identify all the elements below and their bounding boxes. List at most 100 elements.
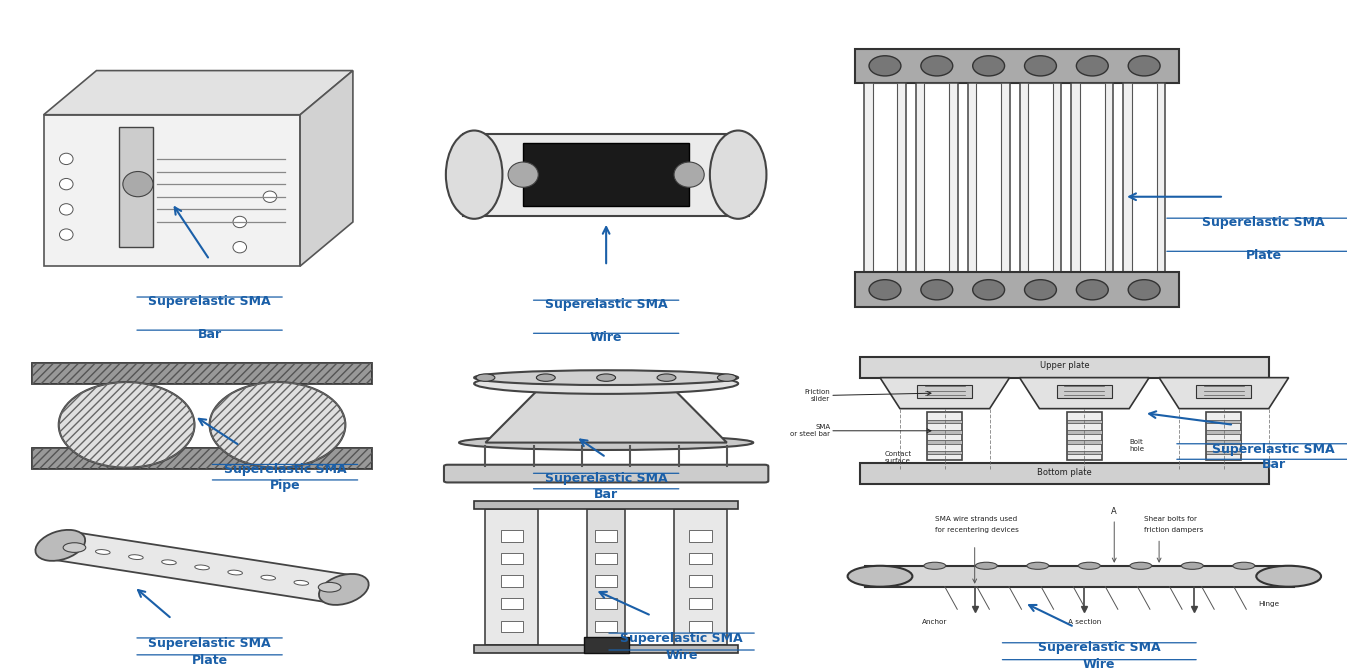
Circle shape: [869, 56, 901, 76]
Text: A: A: [1111, 507, 1117, 515]
Text: Hinge: Hinge: [1258, 601, 1280, 607]
Polygon shape: [300, 70, 353, 266]
Text: Superelastic SMA: Superelastic SMA: [1039, 641, 1161, 654]
Ellipse shape: [319, 574, 369, 605]
FancyBboxPatch shape: [859, 357, 1269, 378]
FancyBboxPatch shape: [119, 127, 154, 247]
Ellipse shape: [96, 550, 110, 554]
Circle shape: [921, 56, 952, 76]
Circle shape: [869, 280, 901, 300]
Text: A section: A section: [1068, 619, 1100, 625]
FancyBboxPatch shape: [1028, 83, 1053, 272]
Polygon shape: [1020, 378, 1149, 409]
Text: Wire: Wire: [665, 649, 698, 662]
FancyBboxPatch shape: [1067, 430, 1102, 433]
Text: Superelastic SMA: Superelastic SMA: [544, 298, 668, 311]
Polygon shape: [43, 70, 353, 115]
Text: Bar: Bar: [198, 327, 222, 341]
FancyBboxPatch shape: [501, 621, 523, 632]
FancyBboxPatch shape: [523, 143, 690, 206]
Circle shape: [263, 191, 276, 203]
Text: Superelastic SMA: Superelastic SMA: [1212, 443, 1335, 456]
Circle shape: [973, 280, 1005, 300]
Text: Shear bolts for: Shear bolts for: [1144, 516, 1197, 522]
Circle shape: [1233, 562, 1255, 569]
Polygon shape: [1158, 378, 1289, 409]
Text: Superelastic SMA: Superelastic SMA: [1203, 215, 1325, 229]
Text: Superelastic SMA: Superelastic SMA: [148, 295, 271, 307]
Text: friction dampers: friction dampers: [1144, 527, 1203, 533]
Circle shape: [674, 162, 704, 187]
FancyBboxPatch shape: [1071, 83, 1113, 272]
FancyBboxPatch shape: [690, 598, 711, 609]
FancyBboxPatch shape: [583, 637, 629, 653]
FancyBboxPatch shape: [501, 553, 523, 564]
FancyBboxPatch shape: [690, 621, 711, 632]
Circle shape: [318, 582, 341, 592]
FancyBboxPatch shape: [501, 530, 523, 541]
Text: for recentering devices: for recentering devices: [935, 527, 1018, 533]
FancyBboxPatch shape: [865, 566, 1293, 586]
Ellipse shape: [35, 530, 85, 561]
FancyBboxPatch shape: [1057, 385, 1111, 399]
Text: Bar: Bar: [1262, 458, 1286, 471]
FancyBboxPatch shape: [595, 598, 617, 609]
FancyBboxPatch shape: [595, 530, 617, 541]
Circle shape: [924, 562, 946, 569]
FancyBboxPatch shape: [967, 83, 1010, 272]
FancyBboxPatch shape: [927, 430, 962, 433]
Ellipse shape: [446, 130, 502, 219]
FancyBboxPatch shape: [917, 385, 973, 399]
FancyBboxPatch shape: [43, 115, 300, 266]
FancyBboxPatch shape: [501, 576, 523, 586]
FancyBboxPatch shape: [927, 420, 962, 423]
FancyBboxPatch shape: [1207, 451, 1242, 454]
FancyBboxPatch shape: [690, 530, 711, 541]
FancyBboxPatch shape: [32, 448, 372, 469]
Circle shape: [59, 204, 73, 215]
FancyBboxPatch shape: [474, 501, 738, 509]
Text: Superelastic SMA: Superelastic SMA: [544, 472, 668, 485]
FancyBboxPatch shape: [463, 134, 749, 215]
FancyBboxPatch shape: [587, 509, 625, 645]
FancyBboxPatch shape: [445, 465, 768, 482]
FancyBboxPatch shape: [1207, 440, 1242, 444]
Circle shape: [718, 374, 737, 381]
FancyBboxPatch shape: [924, 83, 950, 272]
Circle shape: [475, 374, 494, 381]
Ellipse shape: [195, 565, 209, 570]
FancyBboxPatch shape: [873, 83, 897, 272]
Ellipse shape: [59, 382, 194, 468]
FancyBboxPatch shape: [674, 509, 727, 645]
Circle shape: [921, 280, 952, 300]
FancyBboxPatch shape: [595, 621, 617, 632]
Circle shape: [975, 562, 997, 569]
Circle shape: [63, 543, 86, 552]
Circle shape: [1130, 562, 1152, 569]
Text: Superelastic SMA: Superelastic SMA: [620, 632, 744, 645]
Text: Plate: Plate: [1246, 249, 1282, 262]
FancyBboxPatch shape: [1123, 83, 1165, 272]
Circle shape: [847, 566, 912, 586]
Ellipse shape: [261, 575, 276, 580]
Text: Anchor: Anchor: [923, 619, 947, 625]
Circle shape: [536, 374, 555, 381]
Ellipse shape: [162, 560, 176, 564]
Circle shape: [1181, 562, 1203, 569]
Circle shape: [1129, 280, 1160, 300]
FancyBboxPatch shape: [1067, 411, 1102, 460]
Circle shape: [1025, 280, 1056, 300]
FancyBboxPatch shape: [977, 83, 1001, 272]
FancyBboxPatch shape: [1067, 451, 1102, 454]
Circle shape: [1076, 280, 1109, 300]
FancyBboxPatch shape: [474, 645, 738, 653]
Ellipse shape: [459, 435, 753, 450]
Text: Plate: Plate: [191, 654, 228, 666]
FancyBboxPatch shape: [863, 83, 907, 272]
Ellipse shape: [474, 370, 738, 385]
FancyBboxPatch shape: [855, 48, 1179, 83]
Ellipse shape: [128, 555, 143, 560]
Circle shape: [1079, 562, 1100, 569]
Circle shape: [973, 56, 1005, 76]
FancyBboxPatch shape: [1067, 440, 1102, 444]
